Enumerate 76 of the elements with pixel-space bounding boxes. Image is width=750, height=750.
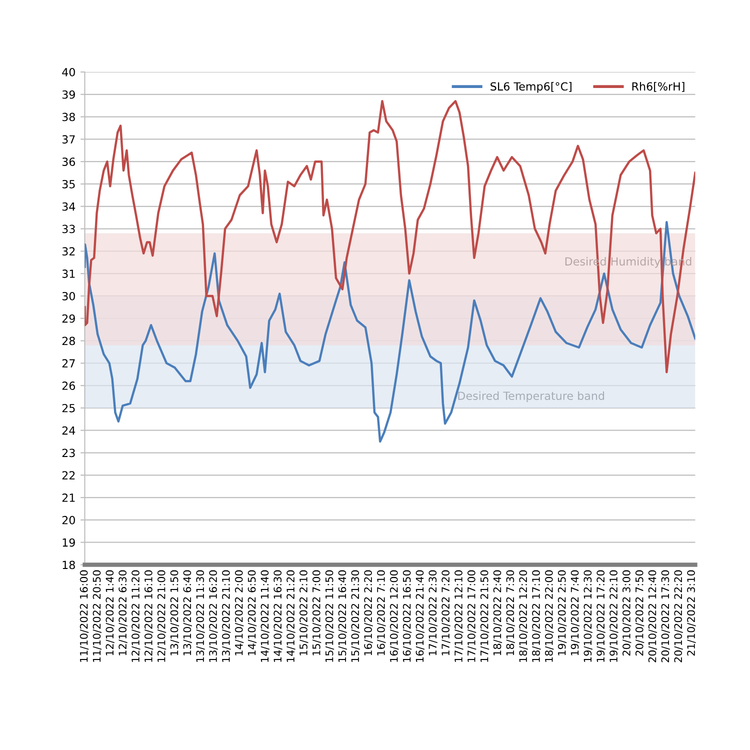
- x-tick-label: 17/10/2022 12:10: [454, 570, 464, 662]
- y-tick-label: 37: [62, 135, 75, 144]
- x-tick-label: 12/10/2022 1:40: [106, 570, 114, 656]
- x-tick-label: 12/10/2022 6:30: [118, 570, 128, 656]
- x-tick-label: 20/10/2022 17:30: [661, 570, 670, 662]
- y-tick-label: 34: [62, 202, 76, 211]
- y-tick-label: 23: [62, 448, 75, 458]
- x-tick-label: 17/10/2022 21:50: [480, 570, 490, 662]
- y-tick-label: 21: [62, 494, 75, 502]
- y-tick-label: 39: [62, 90, 75, 99]
- x-tick-label: 13/10/2022 6:40: [183, 570, 192, 656]
- x-tick-label: 18/10/2022 2:40: [493, 570, 502, 656]
- x-tick-label: 19/10/2022 2:50: [558, 570, 567, 656]
- x-tick-label: 16/10/2022 7:10: [377, 570, 386, 656]
- x-tick-label: 15/10/2022 7:00: [312, 570, 322, 656]
- x-tick-label: 13/10/2022 1:50: [170, 570, 180, 656]
- x-tick-label: 19/10/2022 22:10: [610, 570, 618, 662]
- y-tick-label: 38: [62, 112, 75, 122]
- x-tick-label: 13/10/2022 11:30: [196, 570, 205, 662]
- x-tick-label: 15/10/2022 16:40: [338, 570, 347, 662]
- legend-label: Rh6[%rH]: [632, 82, 684, 92]
- x-tick-label: 17/10/2022 2:30: [428, 570, 438, 656]
- y-tick-label: 24: [62, 426, 76, 435]
- x-tick-label: 19/10/2022 17:20: [596, 570, 606, 662]
- x-tick-label: 16/10/2022 16:50: [402, 570, 412, 662]
- x-tick-label: 19/10/2022 7:40: [570, 570, 580, 656]
- y-tick-label: 35: [62, 180, 75, 188]
- y-tick-label: 22: [62, 471, 75, 480]
- x-tick-label: 13/10/2022 16:20: [209, 570, 218, 662]
- y-tick-label: 33: [62, 224, 75, 234]
- x-tick-label: 15/10/2022 21:30: [351, 570, 360, 662]
- band-label: Desired Temperature band: [458, 391, 604, 402]
- x-tick-label: 14/10/2022 11:40: [260, 570, 270, 662]
- x-tick-label: 18/10/2022 17:10: [532, 570, 541, 662]
- x-tick-label: 14/10/2022 16:30: [274, 570, 282, 662]
- x-tick-label: 12/10/2022 21:00: [157, 570, 166, 662]
- y-tick-label: 30: [62, 292, 75, 300]
- x-tick-label: 15/10/2022 2:10: [300, 570, 308, 656]
- x-tick-label: 20/10/2022 3:00: [622, 570, 632, 656]
- x-tick-label: 16/10/2022 21:40: [416, 570, 424, 662]
- x-tick-label: 18/10/2022 22:00: [544, 570, 554, 662]
- y-tick-label: 31: [62, 270, 75, 278]
- x-tick-label: 13/10/2022 21:10: [222, 570, 231, 662]
- x-tick-label: 14/10/2022 6:50: [248, 570, 257, 656]
- x-tick-label: 15/10/2022 11:50: [325, 570, 334, 662]
- x-tick-label: 12/10/2022 11:20: [132, 570, 140, 662]
- y-tick-label: 20: [62, 516, 75, 524]
- x-tick-label: 11/10/2022 20:50: [92, 570, 102, 662]
- y-tick-label: 18: [62, 560, 75, 570]
- y-tick-label: 27: [62, 359, 75, 368]
- y-tick-label: 40: [62, 68, 75, 76]
- x-tick-label: 19/10/2022 12:30: [584, 570, 592, 662]
- y-tick-label: 28: [62, 336, 75, 346]
- x-tick-label: 14/10/2022 21:20: [286, 570, 296, 662]
- x-tick-label: 11/10/2022 16:00: [80, 570, 89, 662]
- line-series: [84, 100, 696, 374]
- y-tick-label: 36: [62, 158, 76, 166]
- x-tick-label: 18/10/2022 7:30: [506, 570, 515, 656]
- x-tick-label: 20/10/2022 22:20: [674, 570, 683, 662]
- y-tick-label: 32: [62, 247, 75, 256]
- x-tick-label: 12/10/2022 16:10: [144, 570, 154, 662]
- y-tick-label: 25: [62, 404, 75, 412]
- x-tick-label: 16/10/2022 2:20: [364, 570, 373, 656]
- x-tick-label: 18/10/2022 12:20: [519, 570, 528, 662]
- legend-label: SL6 Temp6[°C]: [490, 82, 572, 93]
- x-tick-label: 17/10/2022 17:00: [467, 570, 476, 662]
- x-tick-label: 17/10/2022 7:20: [442, 570, 450, 656]
- x-tick-label: 16/10/2022 12:00: [390, 570, 399, 662]
- x-tick-label: 20/10/2022 7:50: [635, 570, 644, 656]
- x-tick-label: 20/10/2022 12:40: [648, 570, 658, 662]
- y-tick-label: 29: [62, 314, 75, 323]
- y-tick-label: 19: [62, 538, 75, 547]
- x-tick-label: 21/10/2022 3:10: [687, 570, 696, 656]
- y-tick-label: 26: [62, 382, 76, 390]
- line-series: [84, 220, 696, 443]
- x-tick-label: 14/10/2022 2:00: [234, 570, 244, 656]
